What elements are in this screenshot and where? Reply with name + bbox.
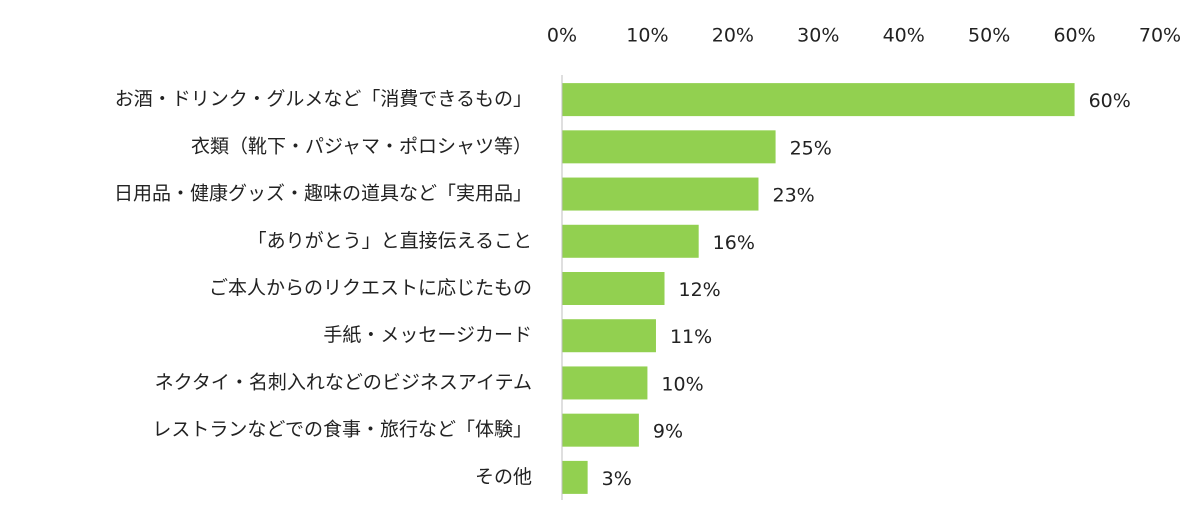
- x-tick-label: 60%: [1053, 25, 1095, 47]
- data-label: 25%: [790, 137, 832, 159]
- data-label: 16%: [713, 232, 755, 254]
- category-label: その他: [475, 466, 532, 488]
- category-label: 衣類（靴下・パジャマ・ポロシャツ等）: [191, 135, 532, 157]
- bar: [562, 319, 656, 353]
- category-label: レストランなどでの食事・旅行など「体験」: [152, 419, 532, 441]
- bar: [562, 130, 776, 164]
- category-label: お酒・ドリンク・グルメなど「消費できるもの」: [115, 88, 532, 110]
- x-tick-label: 0%: [547, 25, 577, 47]
- category-label: 「ありがとう」と直接伝えること: [248, 230, 532, 252]
- bar: [562, 460, 588, 494]
- x-tick-label: 70%: [1139, 25, 1181, 47]
- data-label: 3%: [602, 468, 632, 490]
- bar: [562, 272, 665, 305]
- category-label: 日用品・健康グッズ・趣味の道具など「実用品」: [114, 183, 532, 205]
- bar: [562, 177, 759, 211]
- data-label: 9%: [653, 421, 683, 443]
- x-tick-label: 30%: [797, 25, 839, 47]
- category-label: ご本人からのリクエストに応じたもの: [209, 277, 532, 299]
- bar: [562, 413, 639, 447]
- x-tick-label: 20%: [712, 25, 754, 47]
- x-tick-label: 50%: [968, 25, 1010, 47]
- data-label: 60%: [1089, 90, 1131, 112]
- data-label: 10%: [661, 373, 703, 395]
- category-label: ネクタイ・名刺入れなどのビジネスアイテム: [155, 371, 532, 393]
- x-tick-label: 40%: [883, 25, 925, 47]
- bar: [562, 224, 699, 258]
- x-tick-label: 10%: [626, 25, 668, 47]
- category-label: 手紙・メッセージカード: [323, 324, 532, 346]
- data-label: 23%: [772, 185, 814, 207]
- data-label: 11%: [670, 326, 712, 348]
- data-label: 12%: [679, 279, 721, 301]
- bar: [562, 83, 1075, 117]
- bar: [562, 366, 648, 400]
